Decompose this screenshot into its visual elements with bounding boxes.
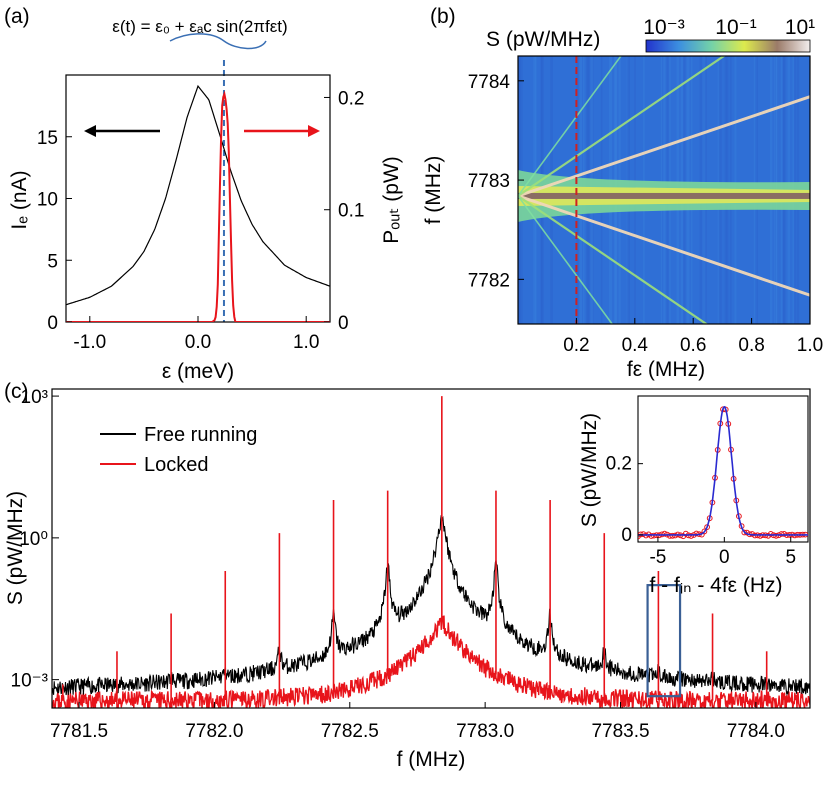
inset-data-point	[757, 533, 764, 539]
panel-a-label: (a)	[4, 5, 30, 28]
panel-c-xlabel: f (MHz)	[397, 748, 466, 771]
left-axis-arrow-head	[84, 125, 96, 137]
inset-data-point	[648, 533, 655, 539]
panel-a-xtick-label: -1.0	[73, 332, 106, 353]
panel-c-ylabel: S (pW/MHz)	[4, 491, 27, 605]
inset-xtick-label: -5	[649, 547, 666, 568]
inset-xtick-label: 5	[785, 547, 796, 568]
panel-b-ylabel: f (MHz)	[422, 156, 445, 225]
heatmap-carrier-line	[518, 192, 810, 199]
panel-a-xtick-label: 0.0	[185, 332, 211, 353]
panel-a-ytick-left-label: 10	[37, 190, 58, 211]
colorbar-tick-label: 10¹	[785, 16, 815, 39]
heatmap-sideband-line	[518, 195, 614, 324]
panel-b-xtick-label: 1.0	[797, 335, 823, 356]
panel-b-xtick-label: 0.2	[563, 335, 589, 356]
heatmap-sideband-line	[518, 195, 709, 324]
inset-data-point	[741, 529, 748, 536]
panel-b-heatmap: (b) S (pW/MHz) 10⁻³ 10⁻¹ 10¹ 0.2 0.4 0.6 0.8 1…	[422, 5, 823, 381]
inset-data-point	[781, 531, 787, 537]
panel-c-ytick-label: 10⁰	[19, 529, 48, 550]
panel-a-ytick-left-label: 5	[47, 251, 58, 272]
panel-a-xtick-label: 1.0	[293, 332, 319, 353]
inset-ytick-label: 0.2	[606, 454, 632, 475]
panel-b-xlabel: fε (MHz)	[627, 358, 705, 381]
heatmap-sideband-line	[518, 56, 622, 197]
panel-c-xtick-label: 7782.5	[321, 721, 379, 742]
panel-c-xtick-label: 7783.5	[591, 721, 649, 742]
panel-a-chart: (a) ε(t) = ε₀ + εₐc sin(2πfεt) -1.0 0.0 1.…	[4, 5, 403, 383]
panel-c-ytick-label: 10³	[21, 387, 48, 408]
zoom-box	[646, 584, 682, 698]
panel-c-ytick-label: 10⁻³	[11, 671, 49, 692]
inset-fit-line	[638, 405, 808, 536]
panel-b-ytick-label: 7783	[468, 171, 510, 192]
panel-a-frame	[65, 74, 331, 323]
panel-c-frame	[51, 388, 811, 709]
panel-b-ytick-label: 7782	[468, 270, 510, 291]
colorbar-label: S (pW/MHz)	[486, 28, 600, 51]
inset-data-point	[667, 533, 673, 539]
panel-b-xtick-label: 0.6	[680, 335, 706, 356]
locked-spectrum-line	[52, 615, 810, 708]
panel-c-xtick-label: 7784.0	[727, 721, 785, 742]
panel-a-annotation: ε(t) = ε₀ + εₐc sin(2πfεt)	[112, 17, 287, 36]
panel-b-xtick-label: 0.8	[738, 335, 764, 356]
panel-a-series-current-line	[66, 84, 330, 306]
panel-c-label: (c)	[4, 380, 29, 403]
inset-xtick-label: 0	[719, 547, 730, 568]
inset-data-point	[669, 532, 676, 539]
inset-data-point	[701, 528, 708, 535]
panel-c-legend: Free running Locked	[100, 424, 257, 476]
panel-a-ytick-right-label: 0.1	[338, 201, 364, 222]
panel-a-ytick-right-label: 0.2	[338, 88, 364, 109]
panel-a-modulation-wave	[169, 33, 267, 50]
panel-a-xlabel: ε (meV)	[162, 360, 234, 383]
colorbar	[645, 39, 811, 53]
legend-label-free-running: Free running	[144, 424, 257, 446]
inset-ylabel: S (pW/MHz)	[578, 413, 601, 527]
inset-data-point	[767, 531, 774, 537]
free-running-spectrum-line	[52, 515, 810, 696]
panel-c-xtick-label: 7782.0	[185, 721, 243, 742]
panel-a-ylabel-right: Pₒᵤₜ (pW)	[380, 156, 403, 243]
colorbar-tick-label: 10⁻¹	[715, 16, 756, 39]
inset-data-point	[778, 531, 785, 537]
inset-data-point	[693, 530, 700, 537]
right-axis-arrow-head	[308, 125, 320, 137]
panel-a-ylabel-left: Iₑ (nA)	[8, 170, 31, 229]
panel-b-ytick-label: 7784	[468, 72, 511, 93]
panel-c-xtick-label: 7783.0	[456, 721, 514, 742]
panel-b-label: (b)	[430, 5, 456, 28]
colorbar-tick-label: 10⁻³	[643, 16, 684, 39]
inset-chart: -5 0 5 0 0.2 f - fᵢₙ - 4fε (Hz) S (pW/MHz)	[578, 395, 809, 597]
panel-a-ytick-left-label: 15	[37, 128, 58, 149]
inset-frame	[637, 395, 809, 543]
panel-c-xtick-label: 7781.5	[50, 721, 108, 742]
heatmap-sideband-line	[518, 194, 810, 297]
heatmap-sideband-line	[518, 56, 726, 197]
panel-a-series-power-line	[66, 90, 330, 322]
panel-b-xtick-label: 0.4	[622, 335, 649, 356]
panel-a-ytick-right-label: 0	[338, 313, 349, 334]
inset-data-point	[773, 532, 779, 539]
panel-c-chart: (c) 7781.5 7782.0 7782.5 7783.0 7783.5 7784.0…	[4, 380, 811, 771]
panel-b-frame	[517, 55, 811, 325]
heatmap-sideband-line	[518, 95, 810, 198]
inset-ytick-label: 0	[621, 525, 632, 546]
inset-xlabel: f - fᵢₙ - 4fε (Hz)	[649, 574, 782, 597]
inset-data-point	[688, 533, 694, 539]
legend-label-locked: Locked	[144, 454, 209, 476]
panel-a-ytick-left-label: 0	[47, 313, 58, 334]
inset-data-point	[661, 530, 668, 537]
